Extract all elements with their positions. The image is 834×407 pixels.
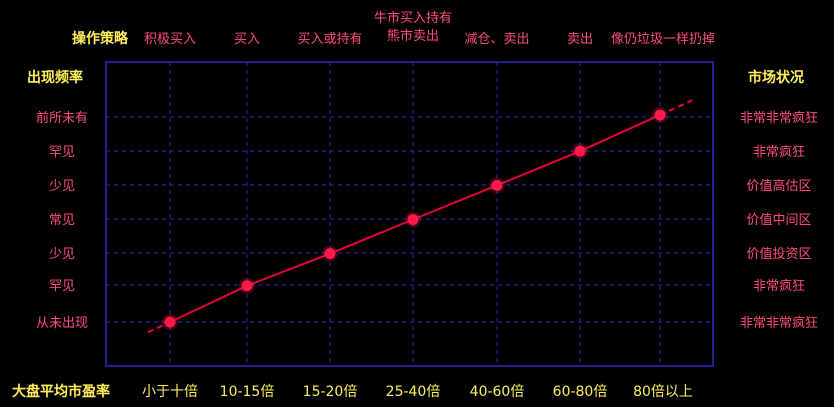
market-title: 市场状况 xyxy=(748,69,804,86)
data-markers xyxy=(162,106,668,330)
frequency-tick-label: 从未出现 xyxy=(36,316,88,331)
data-point xyxy=(574,145,586,157)
data-point xyxy=(407,214,419,225)
strategy-label: 卖出 xyxy=(567,32,593,47)
data-point xyxy=(241,280,253,292)
market-tick-label: 非常疯狂 xyxy=(753,278,805,294)
strategy-label: 牛市买入持有熊市卖出 xyxy=(374,10,452,44)
pe-category-label: 小于十倍 xyxy=(142,384,198,400)
frequency-tick-label: 少见 xyxy=(49,247,75,262)
frequency-tick-label: 常见 xyxy=(49,213,75,228)
pe-category-label: 40-60倍 xyxy=(470,384,525,400)
strategy-label: 买入 xyxy=(234,32,260,47)
strategy-label: 买入或持有 xyxy=(297,32,362,47)
frequency-tick-label: 罕见 xyxy=(49,279,75,294)
data-point xyxy=(654,109,666,121)
frequency-tick-label: 少见 xyxy=(49,179,75,194)
data-point xyxy=(324,248,336,260)
grid xyxy=(106,62,713,366)
market-tick-label: 非常非常疯狂 xyxy=(740,110,818,126)
data-point xyxy=(164,316,176,328)
strategy-label-line: 熊市卖出 xyxy=(387,28,439,44)
market-tick-label: 非常非常疯狂 xyxy=(740,315,818,331)
pe-category-label: 15-20倍 xyxy=(303,384,358,400)
frequency-tick-label: 前所未有 xyxy=(36,110,88,126)
trend-extension-high xyxy=(659,99,693,116)
frequency-tick-label: 罕见 xyxy=(49,145,75,160)
data-point xyxy=(491,179,503,191)
market-tick-label: 非常疯狂 xyxy=(753,144,805,160)
pe-title: 大盘平均市盈率 xyxy=(12,383,110,400)
chart-text: 操作策略 出现频率 市场状况 大盘平均市盈率 积极买入 买入 买入或持有牛市买入持有… xyxy=(12,10,818,400)
strategy-label: 像仍垃圾一样扔掉 xyxy=(611,32,715,47)
strategy-label: 积极买入 xyxy=(144,32,196,47)
market-tick-label: 价值中间区 xyxy=(746,212,811,228)
pe-category-label: 60-80倍 xyxy=(553,384,608,400)
strategy-label-line: 牛市买入持有 xyxy=(374,10,452,26)
pe-category-label: 80倍以上 xyxy=(633,384,693,400)
frequency-title: 出现频率 xyxy=(27,69,83,86)
market-tick-label: 价值投资区 xyxy=(746,246,811,262)
plot-frame xyxy=(105,61,714,367)
pe-category-label: 25-40倍 xyxy=(386,384,441,400)
market-tick-label: 价值高估区 xyxy=(746,178,811,194)
strategy-title: 操作策略 xyxy=(72,30,129,47)
pe-category-label: 10-15倍 xyxy=(220,384,275,400)
strategy-label: 减仓、卖出 xyxy=(464,32,529,47)
